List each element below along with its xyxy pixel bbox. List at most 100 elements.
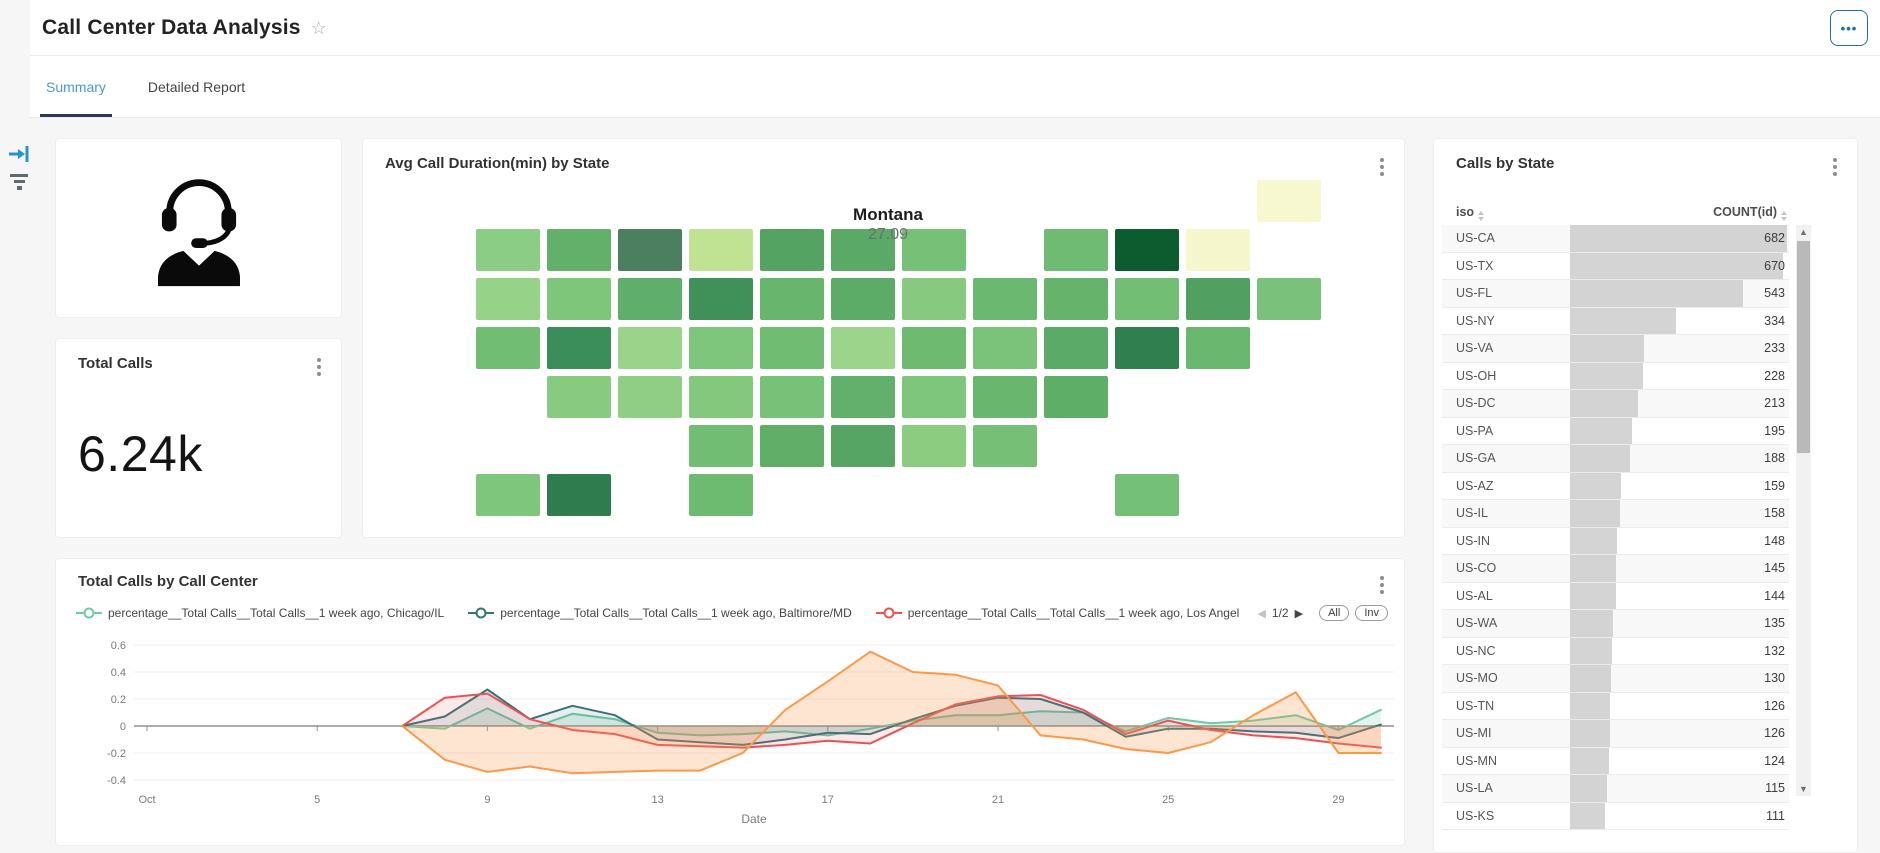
- state-UT[interactable]: [545, 325, 613, 371]
- state-NH[interactable]: [1184, 227, 1252, 273]
- tab-detailed-report[interactable]: Detailed Report: [147, 79, 246, 95]
- state-AK[interactable]: [475, 472, 542, 518]
- legend-next-icon[interactable]: ▶: [1294, 607, 1304, 620]
- state-AL[interactable]: [900, 423, 968, 469]
- state-MN[interactable]: [758, 227, 826, 273]
- state-ME[interactable]: [1255, 179, 1322, 224]
- state-WY[interactable]: [616, 276, 684, 322]
- table-row[interactable]: US-LA 115: [1442, 775, 1789, 803]
- state-CA[interactable]: [475, 325, 542, 371]
- table-menu-button[interactable]: [1827, 155, 1843, 179]
- scrollbar-thumb[interactable]: [1797, 241, 1810, 453]
- table-row[interactable]: US-AZ 159: [1442, 472, 1789, 500]
- state-TN[interactable]: [829, 374, 897, 420]
- state-NV[interactable]: [545, 276, 613, 322]
- state-RI[interactable]: [1184, 325, 1252, 371]
- column-header-iso[interactable]: iso: [1456, 205, 1485, 221]
- state-SC[interactable]: [971, 374, 1039, 420]
- state-WI[interactable]: [829, 227, 897, 273]
- line-chart-title: Total Calls by Call Center: [78, 573, 258, 590]
- legend-item-los-angeles[interactable]: percentage__Total Calls__Total Calls__1 …: [875, 606, 1250, 620]
- table-row[interactable]: US-TX 670: [1442, 252, 1789, 280]
- state-IN[interactable]: [900, 276, 968, 322]
- scroll-up-icon[interactable]: ▲: [1799, 227, 1808, 237]
- state-WA[interactable]: [475, 227, 542, 273]
- table-row[interactable]: US-CA 682: [1442, 225, 1789, 253]
- table-row[interactable]: US-NY 334: [1442, 307, 1789, 335]
- state-ID[interactable]: [545, 227, 613, 273]
- legend-all-button[interactable]: All: [1319, 605, 1350, 621]
- state-IA[interactable]: [758, 276, 826, 322]
- table-row[interactable]: US-GA 188: [1442, 445, 1789, 473]
- state-FL[interactable]: [1113, 472, 1181, 518]
- us-choropleth-map[interactable]: Montana 27.09: [363, 139, 1404, 537]
- state-VA[interactable]: [971, 325, 1039, 371]
- table-row[interactable]: US-WA 135: [1442, 610, 1789, 638]
- state-MT[interactable]: [616, 227, 684, 273]
- tab-summary[interactable]: Summary: [40, 79, 112, 117]
- table-row[interactable]: US-DC 213: [1442, 390, 1789, 418]
- legend-prev-icon[interactable]: ◀: [1257, 607, 1266, 620]
- state-NE[interactable]: [687, 325, 755, 371]
- state-OK[interactable]: [687, 423, 755, 469]
- table-row[interactable]: US-TN 126: [1442, 692, 1789, 720]
- table-row[interactable]: US-AL 144: [1442, 582, 1789, 610]
- state-CT[interactable]: [1184, 276, 1252, 322]
- state-IL[interactable]: [829, 276, 897, 322]
- table-scrollbar[interactable]: ▲ ▼: [1796, 225, 1811, 796]
- state-NM[interactable]: [616, 374, 684, 420]
- state-NC[interactable]: [900, 374, 968, 420]
- state-WV[interactable]: [900, 325, 968, 371]
- state-CO[interactable]: [616, 325, 684, 371]
- state-SD[interactable]: [687, 276, 755, 322]
- legend-item-baltimore[interactable]: percentage__Total Calls__Total Calls__1 …: [468, 606, 852, 620]
- state-KS[interactable]: [687, 374, 755, 420]
- state-HI[interactable]: [545, 472, 613, 518]
- table-row[interactable]: US-VA 233: [1442, 335, 1789, 363]
- favorite-star-icon[interactable]: ☆: [310, 17, 327, 38]
- state-OR[interactable]: [475, 276, 542, 322]
- table-row[interactable]: US-IL 158: [1442, 500, 1789, 528]
- map-menu-button[interactable]: [1374, 155, 1390, 179]
- state-MD[interactable]: [1042, 325, 1110, 371]
- state-KY[interactable]: [829, 325, 897, 371]
- line-chart-canvas[interactable]: 0.6 0.4 0.2 0 -0.2 -0.4 Oct 5 9 13 17 21 25 29 Date: [64, 631, 1398, 831]
- state-TX[interactable]: [687, 472, 755, 518]
- table-row[interactable]: US-OH 228: [1442, 362, 1789, 390]
- legend-item-chicago[interactable]: percentage__Total Calls__Total Calls__1 …: [76, 606, 444, 620]
- table-row[interactable]: US-MI 126: [1442, 720, 1789, 748]
- state-MO[interactable]: [758, 325, 826, 371]
- state-LA[interactable]: [758, 423, 826, 469]
- dashboard-actions-button[interactable]: •••: [1830, 10, 1868, 46]
- filter-icon[interactable]: [9, 174, 29, 193]
- state-MS[interactable]: [829, 423, 897, 469]
- table-row[interactable]: US-PA 195: [1442, 417, 1789, 445]
- table-row[interactable]: US-CO 145: [1442, 555, 1789, 583]
- table-row[interactable]: US-NC 132: [1442, 637, 1789, 665]
- column-header-count[interactable]: COUNT(id): [1713, 205, 1787, 221]
- state-VT[interactable]: [1113, 227, 1181, 273]
- state-AZ[interactable]: [545, 374, 613, 420]
- table-row[interactable]: US-MO 130: [1442, 665, 1789, 693]
- table-row[interactable]: US-FL 543: [1442, 280, 1789, 308]
- scroll-down-icon[interactable]: ▼: [1799, 784, 1808, 794]
- expand-panel-icon[interactable]: [8, 145, 30, 168]
- agent-icon-card: [55, 138, 342, 318]
- state-DE[interactable]: [1113, 325, 1181, 371]
- total-calls-menu-button[interactable]: [311, 355, 327, 379]
- table-row[interactable]: US-IN 148: [1442, 527, 1789, 555]
- legend-inv-button[interactable]: Inv: [1355, 605, 1388, 621]
- state-GA[interactable]: [971, 423, 1039, 469]
- line-chart-menu-button[interactable]: [1374, 573, 1390, 597]
- state-ND[interactable]: [687, 227, 755, 273]
- state-MA[interactable]: [1255, 276, 1322, 322]
- table-row[interactable]: US-MN 124: [1442, 747, 1789, 775]
- state-NJ[interactable]: [1113, 276, 1181, 322]
- state-AR[interactable]: [758, 374, 826, 420]
- state-DC[interactable]: [1042, 374, 1110, 420]
- state-PA[interactable]: [1042, 276, 1110, 322]
- state-NY[interactable]: [1042, 227, 1110, 273]
- table-row[interactable]: US-KS 111: [1442, 802, 1789, 830]
- state-OH[interactable]: [971, 276, 1039, 322]
- state-MI[interactable]: [900, 227, 968, 273]
